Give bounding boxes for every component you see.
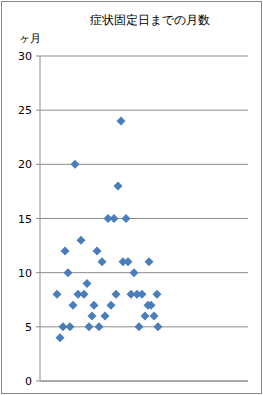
y-tick-label: 5 <box>25 321 32 334</box>
x-axis <box>40 381 248 382</box>
point <box>122 214 131 223</box>
y-axis <box>40 56 41 381</box>
title: 症状固定日までの月数 <box>90 13 210 27</box>
y-tick-label: 20 <box>18 158 32 171</box>
y-tick <box>36 56 40 57</box>
point <box>114 182 123 191</box>
point <box>77 236 86 245</box>
point <box>61 247 70 256</box>
point <box>88 312 97 321</box>
y-tick-label: 30 <box>18 50 32 63</box>
chart: 症状固定日までの月数ヶ月 0 5 10 15 20 25 30 <box>0 0 263 395</box>
point <box>66 322 75 331</box>
y-tick-label: 10 <box>18 267 32 280</box>
y-tick <box>36 218 40 219</box>
chart-border <box>2 2 262 394</box>
point <box>112 290 121 299</box>
point <box>85 322 94 331</box>
y-tick <box>36 164 40 165</box>
y-tick-label: 0 <box>25 375 32 388</box>
point <box>95 322 104 331</box>
y-axis-label: ヶ月 <box>19 32 41 45</box>
point <box>147 301 156 310</box>
point <box>71 160 80 169</box>
grid-line <box>40 110 248 111</box>
point <box>101 312 110 321</box>
point <box>64 268 73 277</box>
point <box>69 301 78 310</box>
point <box>117 117 126 126</box>
point <box>53 290 62 299</box>
point <box>138 290 147 299</box>
grid-line <box>40 381 248 382</box>
y-tick-label: 25 <box>18 104 32 117</box>
point <box>154 322 163 331</box>
point <box>153 290 162 299</box>
point <box>150 312 159 321</box>
grid-line <box>40 218 248 219</box>
point <box>90 301 99 310</box>
y-tick-label: 15 <box>18 213 32 226</box>
point <box>141 312 150 321</box>
grid-line <box>40 56 248 57</box>
point <box>110 214 119 223</box>
point <box>80 290 89 299</box>
point <box>83 279 92 288</box>
y-tick <box>36 272 40 273</box>
point <box>130 268 139 277</box>
y-tick <box>36 110 40 111</box>
y-tick <box>36 381 40 382</box>
point <box>145 257 154 266</box>
point <box>124 257 133 266</box>
point <box>135 322 144 331</box>
point <box>93 247 102 256</box>
point <box>107 301 116 310</box>
point <box>56 333 65 342</box>
points <box>53 117 163 343</box>
point <box>98 257 107 266</box>
y-tick <box>36 326 40 327</box>
